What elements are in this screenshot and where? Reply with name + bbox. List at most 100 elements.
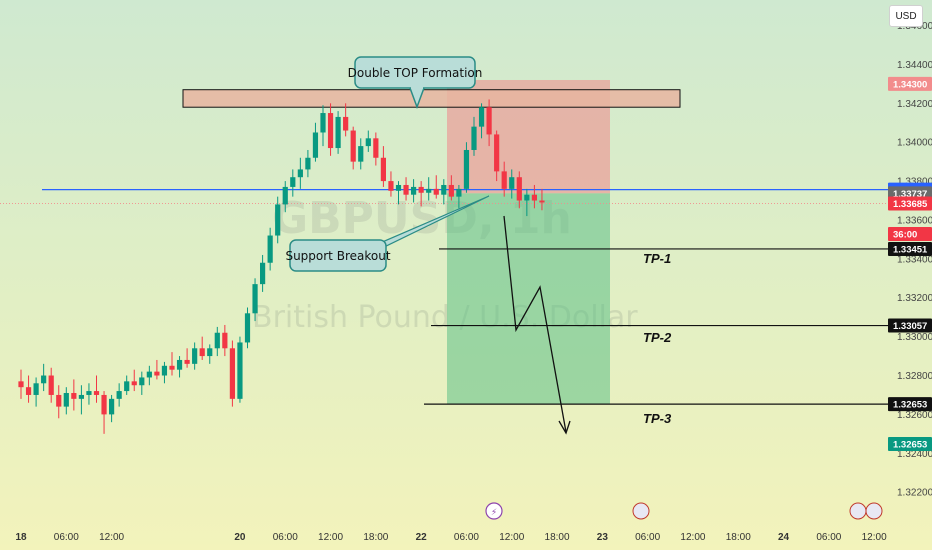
lightning-event-icon[interactable] <box>485 502 503 520</box>
candle[interactable] <box>154 371 160 376</box>
price-tick-label: 1.33000 <box>897 332 932 343</box>
candle[interactable] <box>373 138 379 158</box>
price-axis[interactable]: 1.346001.344001.342001.340001.338001.336… <box>897 21 932 499</box>
candle[interactable] <box>441 184 447 195</box>
price-tag <box>888 227 932 241</box>
candle[interactable] <box>320 113 326 133</box>
candle[interactable] <box>380 157 386 182</box>
candle[interactable] <box>199 348 205 357</box>
candle[interactable] <box>463 149 470 189</box>
candle[interactable] <box>116 391 122 399</box>
candle[interactable] <box>267 235 273 263</box>
candle[interactable] <box>48 375 54 395</box>
candle[interactable] <box>131 381 137 386</box>
candle[interactable] <box>252 284 258 314</box>
time-axis[interactable]: 18 06:00 12:00 20 06:00 12:00 18:00 22 06:00 12:0… <box>15 532 887 543</box>
us-flag-event-icon-2[interactable] <box>865 502 883 520</box>
candle[interactable] <box>139 377 145 386</box>
candle[interactable] <box>169 365 175 370</box>
price-tag <box>888 76 932 91</box>
candle[interactable] <box>539 200 545 203</box>
candle[interactable] <box>365 138 371 147</box>
candle[interactable] <box>448 184 454 197</box>
candle[interactable] <box>418 186 424 193</box>
price-tick-label: 1.34000 <box>897 138 932 149</box>
candle[interactable] <box>395 184 402 191</box>
price-tick-label: 1.32400 <box>897 449 932 460</box>
candle[interactable] <box>456 188 462 197</box>
tp2-label: TP-2 <box>643 330 672 345</box>
uk-flag-event-icon[interactable] <box>632 502 650 520</box>
candle[interactable] <box>260 262 266 285</box>
candle[interactable] <box>78 394 84 399</box>
candle[interactable] <box>305 157 311 170</box>
candle[interactable] <box>184 359 190 364</box>
candle[interactable] <box>41 375 47 384</box>
candle[interactable] <box>25 387 32 395</box>
candle[interactable] <box>33 383 39 395</box>
time-tick-label: 23 <box>597 532 609 543</box>
candle[interactable] <box>18 381 24 388</box>
time-tick-label: 12:00 <box>862 532 887 543</box>
candle[interactable] <box>501 171 507 189</box>
candle[interactable] <box>290 177 296 187</box>
candle[interactable] <box>124 381 130 392</box>
candle[interactable] <box>478 107 485 127</box>
candle[interactable] <box>109 398 115 415</box>
candle[interactable] <box>63 393 69 407</box>
candle[interactable] <box>282 186 288 205</box>
candle[interactable] <box>509 177 515 189</box>
time-tick-label: 12:00 <box>99 532 124 543</box>
candle[interactable] <box>335 116 341 149</box>
candle[interactable] <box>426 188 432 193</box>
candle[interactable] <box>146 371 152 378</box>
candle[interactable] <box>403 184 409 195</box>
candle[interactable] <box>229 348 235 399</box>
candle[interactable] <box>494 134 500 172</box>
candle[interactable] <box>471 126 477 150</box>
price-tag-label: 1.33057 <box>893 321 927 332</box>
us-flag-event-icon[interactable] <box>849 502 867 520</box>
candle[interactable] <box>192 348 198 364</box>
candle[interactable] <box>93 391 100 395</box>
candle[interactable] <box>214 332 220 349</box>
candle[interactable] <box>358 146 364 162</box>
event-markers[interactable]: ⚡ <box>485 502 883 520</box>
candle[interactable] <box>312 132 319 158</box>
projection-arrowhead <box>558 420 571 435</box>
price-tick-label: 1.32200 <box>897 488 932 499</box>
candle[interactable] <box>161 365 168 376</box>
target-labels: TP-1 TP-2 TP-3 <box>643 251 672 426</box>
candle[interactable] <box>207 348 213 357</box>
candle[interactable] <box>433 188 439 195</box>
candle[interactable] <box>176 359 183 370</box>
currency-button[interactable]: USD <box>889 5 923 27</box>
support-callout-pointer <box>377 195 490 251</box>
candle[interactable] <box>411 186 417 195</box>
candle[interactable] <box>327 113 334 149</box>
candle[interactable] <box>86 391 92 395</box>
candle[interactable] <box>275 204 281 236</box>
candle[interactable] <box>524 194 530 201</box>
candle[interactable] <box>531 194 537 201</box>
candle[interactable] <box>56 394 62 407</box>
candle[interactable] <box>101 394 107 415</box>
position-zones <box>182 79 681 405</box>
time-tick-label: 12:00 <box>680 532 705 543</box>
candle[interactable] <box>516 177 522 201</box>
candle[interactable] <box>486 107 492 135</box>
candle[interactable] <box>297 169 303 178</box>
candle[interactable] <box>343 116 349 131</box>
time-tick-label: 20 <box>234 532 246 543</box>
time-tick-label: 06:00 <box>273 532 298 543</box>
candle[interactable] <box>244 313 251 343</box>
candle[interactable] <box>388 181 394 191</box>
candle[interactable] <box>71 393 77 399</box>
tp1-label: TP-1 <box>643 251 671 266</box>
candle[interactable] <box>350 130 356 162</box>
candle[interactable] <box>222 332 228 349</box>
candle-series[interactable] <box>18 99 545 434</box>
candle[interactable] <box>237 342 243 399</box>
